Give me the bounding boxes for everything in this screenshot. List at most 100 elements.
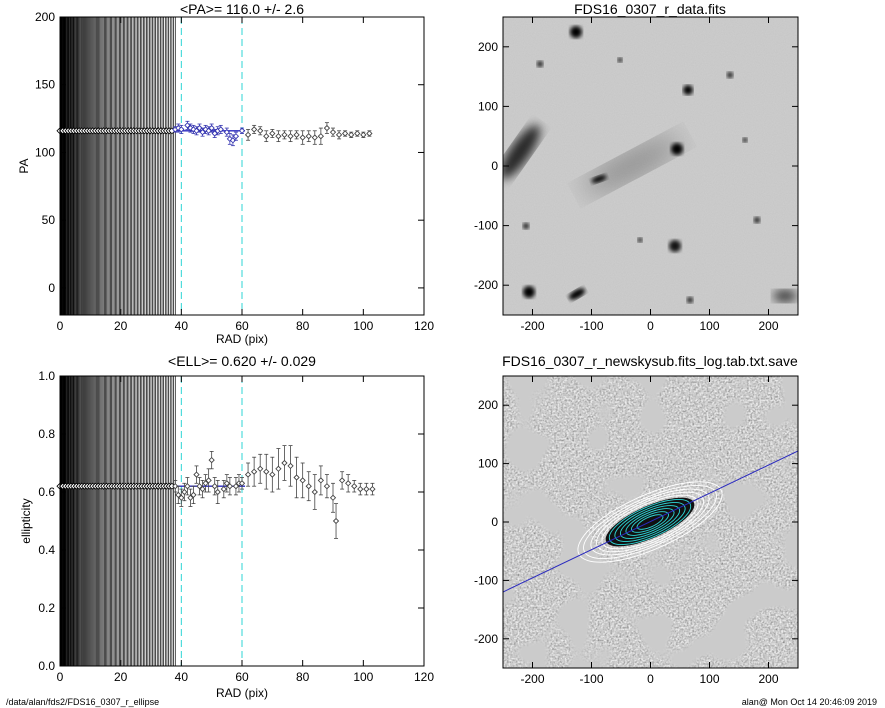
pa-data-point bbox=[257, 126, 264, 136]
ell-marker-lines bbox=[180, 376, 243, 666]
ell-data-point bbox=[214, 479, 221, 505]
model-image bbox=[503, 376, 798, 668]
pa-data-point bbox=[329, 127, 337, 137]
pa-data-point bbox=[311, 130, 318, 145]
ell-points bbox=[56, 445, 376, 539]
ell-data-point bbox=[187, 488, 194, 507]
model-image-y-tick-label: -100 bbox=[474, 573, 498, 587]
ell-data-point bbox=[317, 465, 325, 496]
ell-x-tick-label: 40 bbox=[175, 670, 189, 684]
ell-title: <ELL>= 0.620 +/- 0.029 bbox=[168, 353, 316, 369]
ell-y-tick-label: 0.2 bbox=[38, 601, 55, 615]
star bbox=[754, 217, 760, 223]
ell-data-point bbox=[172, 479, 179, 493]
pa-data-point bbox=[299, 130, 306, 145]
star bbox=[669, 240, 681, 252]
ell-data-point bbox=[275, 448, 282, 490]
ell-x-tick-label: 0 bbox=[57, 670, 64, 684]
isophote-ellipse bbox=[590, 488, 710, 556]
ell-data-point bbox=[363, 482, 370, 496]
ell-data-point bbox=[305, 471, 312, 502]
model-image-x-tick-label: 0 bbox=[647, 672, 654, 686]
pa-data-point bbox=[293, 130, 300, 140]
model-image-x-tick-label: 100 bbox=[699, 672, 719, 686]
footer-path: /data/alan/fds2/FDS16_0307_r_ellipse bbox=[6, 697, 159, 707]
pa-data-point bbox=[335, 130, 343, 140]
ell-data-point bbox=[345, 474, 352, 493]
ell-panel: <ELL>= 0.620 +/- 0.029 0 20 40 60 80 100 120 0… bbox=[19, 353, 434, 700]
star bbox=[617, 57, 623, 63]
ell-data-point bbox=[329, 482, 337, 513]
ell-data-point bbox=[369, 482, 376, 496]
ell-data-point bbox=[196, 477, 203, 496]
pa-x-tick-label: 40 bbox=[175, 319, 189, 333]
ell-data-point bbox=[287, 445, 294, 487]
pa-y-label: PA bbox=[17, 158, 31, 173]
ell-data-point bbox=[257, 453, 264, 484]
pa-points bbox=[56, 120, 373, 147]
ell-data-point bbox=[244, 462, 252, 487]
isophote-ellipse bbox=[595, 491, 705, 553]
pa-data-point bbox=[178, 124, 185, 134]
ell-x-label: RAD (pix) bbox=[216, 686, 268, 700]
pa-x-tick-label: 100 bbox=[353, 319, 373, 333]
star bbox=[523, 286, 535, 298]
ell-y-tick-label: 1.0 bbox=[38, 369, 55, 383]
pa-data-point bbox=[217, 124, 224, 134]
pa-y-tick-label: 150 bbox=[35, 78, 55, 92]
star bbox=[637, 237, 643, 243]
pa-x-ticks: 0 20 40 60 80 100 120 bbox=[57, 17, 434, 333]
pa-radial-bars bbox=[59, 17, 176, 315]
isophote-ellipse bbox=[614, 502, 686, 542]
model-image-panel: FDS16_0307_r_newskysub.fits_log.tab.txt.… bbox=[474, 353, 799, 686]
star bbox=[687, 297, 693, 303]
data-image-y-ticks: -200 -100 0 100 200 bbox=[474, 40, 798, 292]
ell-data-point bbox=[175, 485, 182, 505]
ell-data-point bbox=[293, 456, 300, 499]
ell-data-point bbox=[226, 477, 234, 496]
galaxy-halo bbox=[583, 137, 681, 193]
pa-y-tick-label: 50 bbox=[42, 213, 56, 227]
isophote-ellipse bbox=[583, 484, 717, 560]
pa-y-tick-label: 0 bbox=[48, 281, 55, 295]
data-image-y-tick-label: 200 bbox=[478, 40, 498, 54]
isophote-ellipse bbox=[608, 499, 692, 545]
ell-data-point bbox=[184, 477, 191, 496]
model-image-x-ticks: -200 -100 0 100 200 bbox=[520, 376, 779, 686]
pa-x-tick-label: 120 bbox=[414, 319, 434, 333]
data-image-y-tick-label: -200 bbox=[474, 278, 498, 292]
model-image-y-tick-label: 200 bbox=[478, 398, 498, 412]
data-image-y-tick-label: -100 bbox=[474, 219, 498, 233]
pa-data-point bbox=[348, 131, 355, 138]
isophote-ellipse bbox=[601, 494, 699, 550]
ell-data-point bbox=[238, 477, 246, 490]
position-angle-line bbox=[503, 450, 798, 593]
ell-data-point bbox=[208, 450, 215, 470]
pa-data-point bbox=[366, 130, 373, 137]
pa-data-point bbox=[287, 130, 294, 143]
pa-data-point bbox=[305, 130, 312, 143]
model-image-y-tick-label: 100 bbox=[478, 457, 498, 471]
pa-y-tick-label: 100 bbox=[35, 145, 55, 159]
pa-y-tick-label: 200 bbox=[35, 10, 55, 24]
ell-data-point bbox=[223, 474, 230, 493]
pa-data-point bbox=[354, 130, 361, 137]
small-galaxy bbox=[591, 175, 607, 183]
pa-data-point bbox=[263, 130, 270, 143]
pa-x-tick-label: 80 bbox=[296, 319, 310, 333]
ell-data-point bbox=[193, 465, 200, 484]
pa-data-point bbox=[250, 124, 258, 134]
ell-y-ticks: 0.0 0.2 0.4 0.6 0.8 1.0 bbox=[38, 369, 424, 673]
pa-data-point bbox=[208, 123, 215, 133]
pa-x-label: RAD (pix) bbox=[216, 332, 268, 346]
pa-data-point bbox=[275, 130, 282, 143]
pa-y-ticks: 0 50 100 150 200 bbox=[35, 10, 424, 295]
ell-x-tick-label: 60 bbox=[235, 670, 249, 684]
pa-data-point bbox=[244, 129, 252, 141]
ell-data-point bbox=[357, 482, 364, 496]
edge-galaxy bbox=[503, 125, 541, 179]
pa-data-point bbox=[323, 122, 331, 134]
ell-y-tick-label: 0.0 bbox=[38, 659, 55, 673]
ell-data-point bbox=[281, 445, 288, 481]
